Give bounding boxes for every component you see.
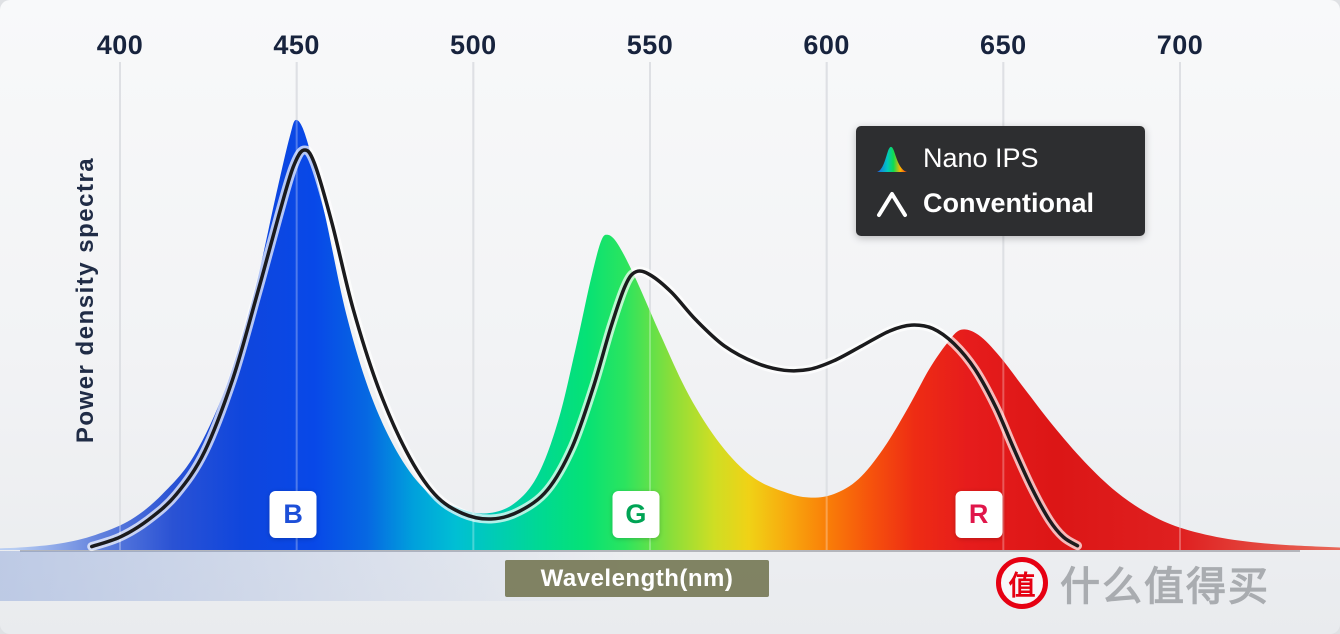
conventional-peak-icon — [877, 191, 907, 217]
x-tick-label-450: 450 — [273, 30, 320, 60]
x-tick-label-650: 650 — [980, 30, 1027, 60]
x-tick-label-600: 600 — [803, 30, 850, 60]
conventional-line — [89, 148, 1080, 549]
nano-ips-spectrum-icon — [877, 146, 907, 172]
x-axis-label-box: Wavelength(nm) — [505, 560, 769, 597]
legend: Nano IPS Conventional — [856, 126, 1145, 236]
legend-label-conventional: Conventional — [923, 188, 1095, 218]
band-label-b: B — [269, 491, 317, 538]
x-tick-label-700: 700 — [1156, 30, 1204, 60]
legend-item-nano-ips: Nano IPS — [874, 143, 1145, 174]
smzdm-watermark: 值 什么值得买 — [996, 554, 1270, 612]
smzdm-logo-icon: 值 — [996, 557, 1048, 609]
band-label-r: R — [955, 491, 1003, 538]
legend-label-nano-ips: Nano IPS — [923, 143, 1039, 173]
nano-ips-spectrum-area — [0, 119, 1340, 550]
smzdm-site-name: 什么值得买 — [1060, 565, 1270, 609]
x-tick-label-500: 500 — [450, 30, 497, 60]
y-axis-label: Power density spectra — [72, 156, 99, 444]
x-tick-label-550: 550 — [626, 30, 674, 60]
legend-item-conventional: Conventional — [874, 188, 1145, 219]
band-label-g: G — [612, 491, 660, 538]
x-tick-label-400: 400 — [96, 30, 144, 60]
